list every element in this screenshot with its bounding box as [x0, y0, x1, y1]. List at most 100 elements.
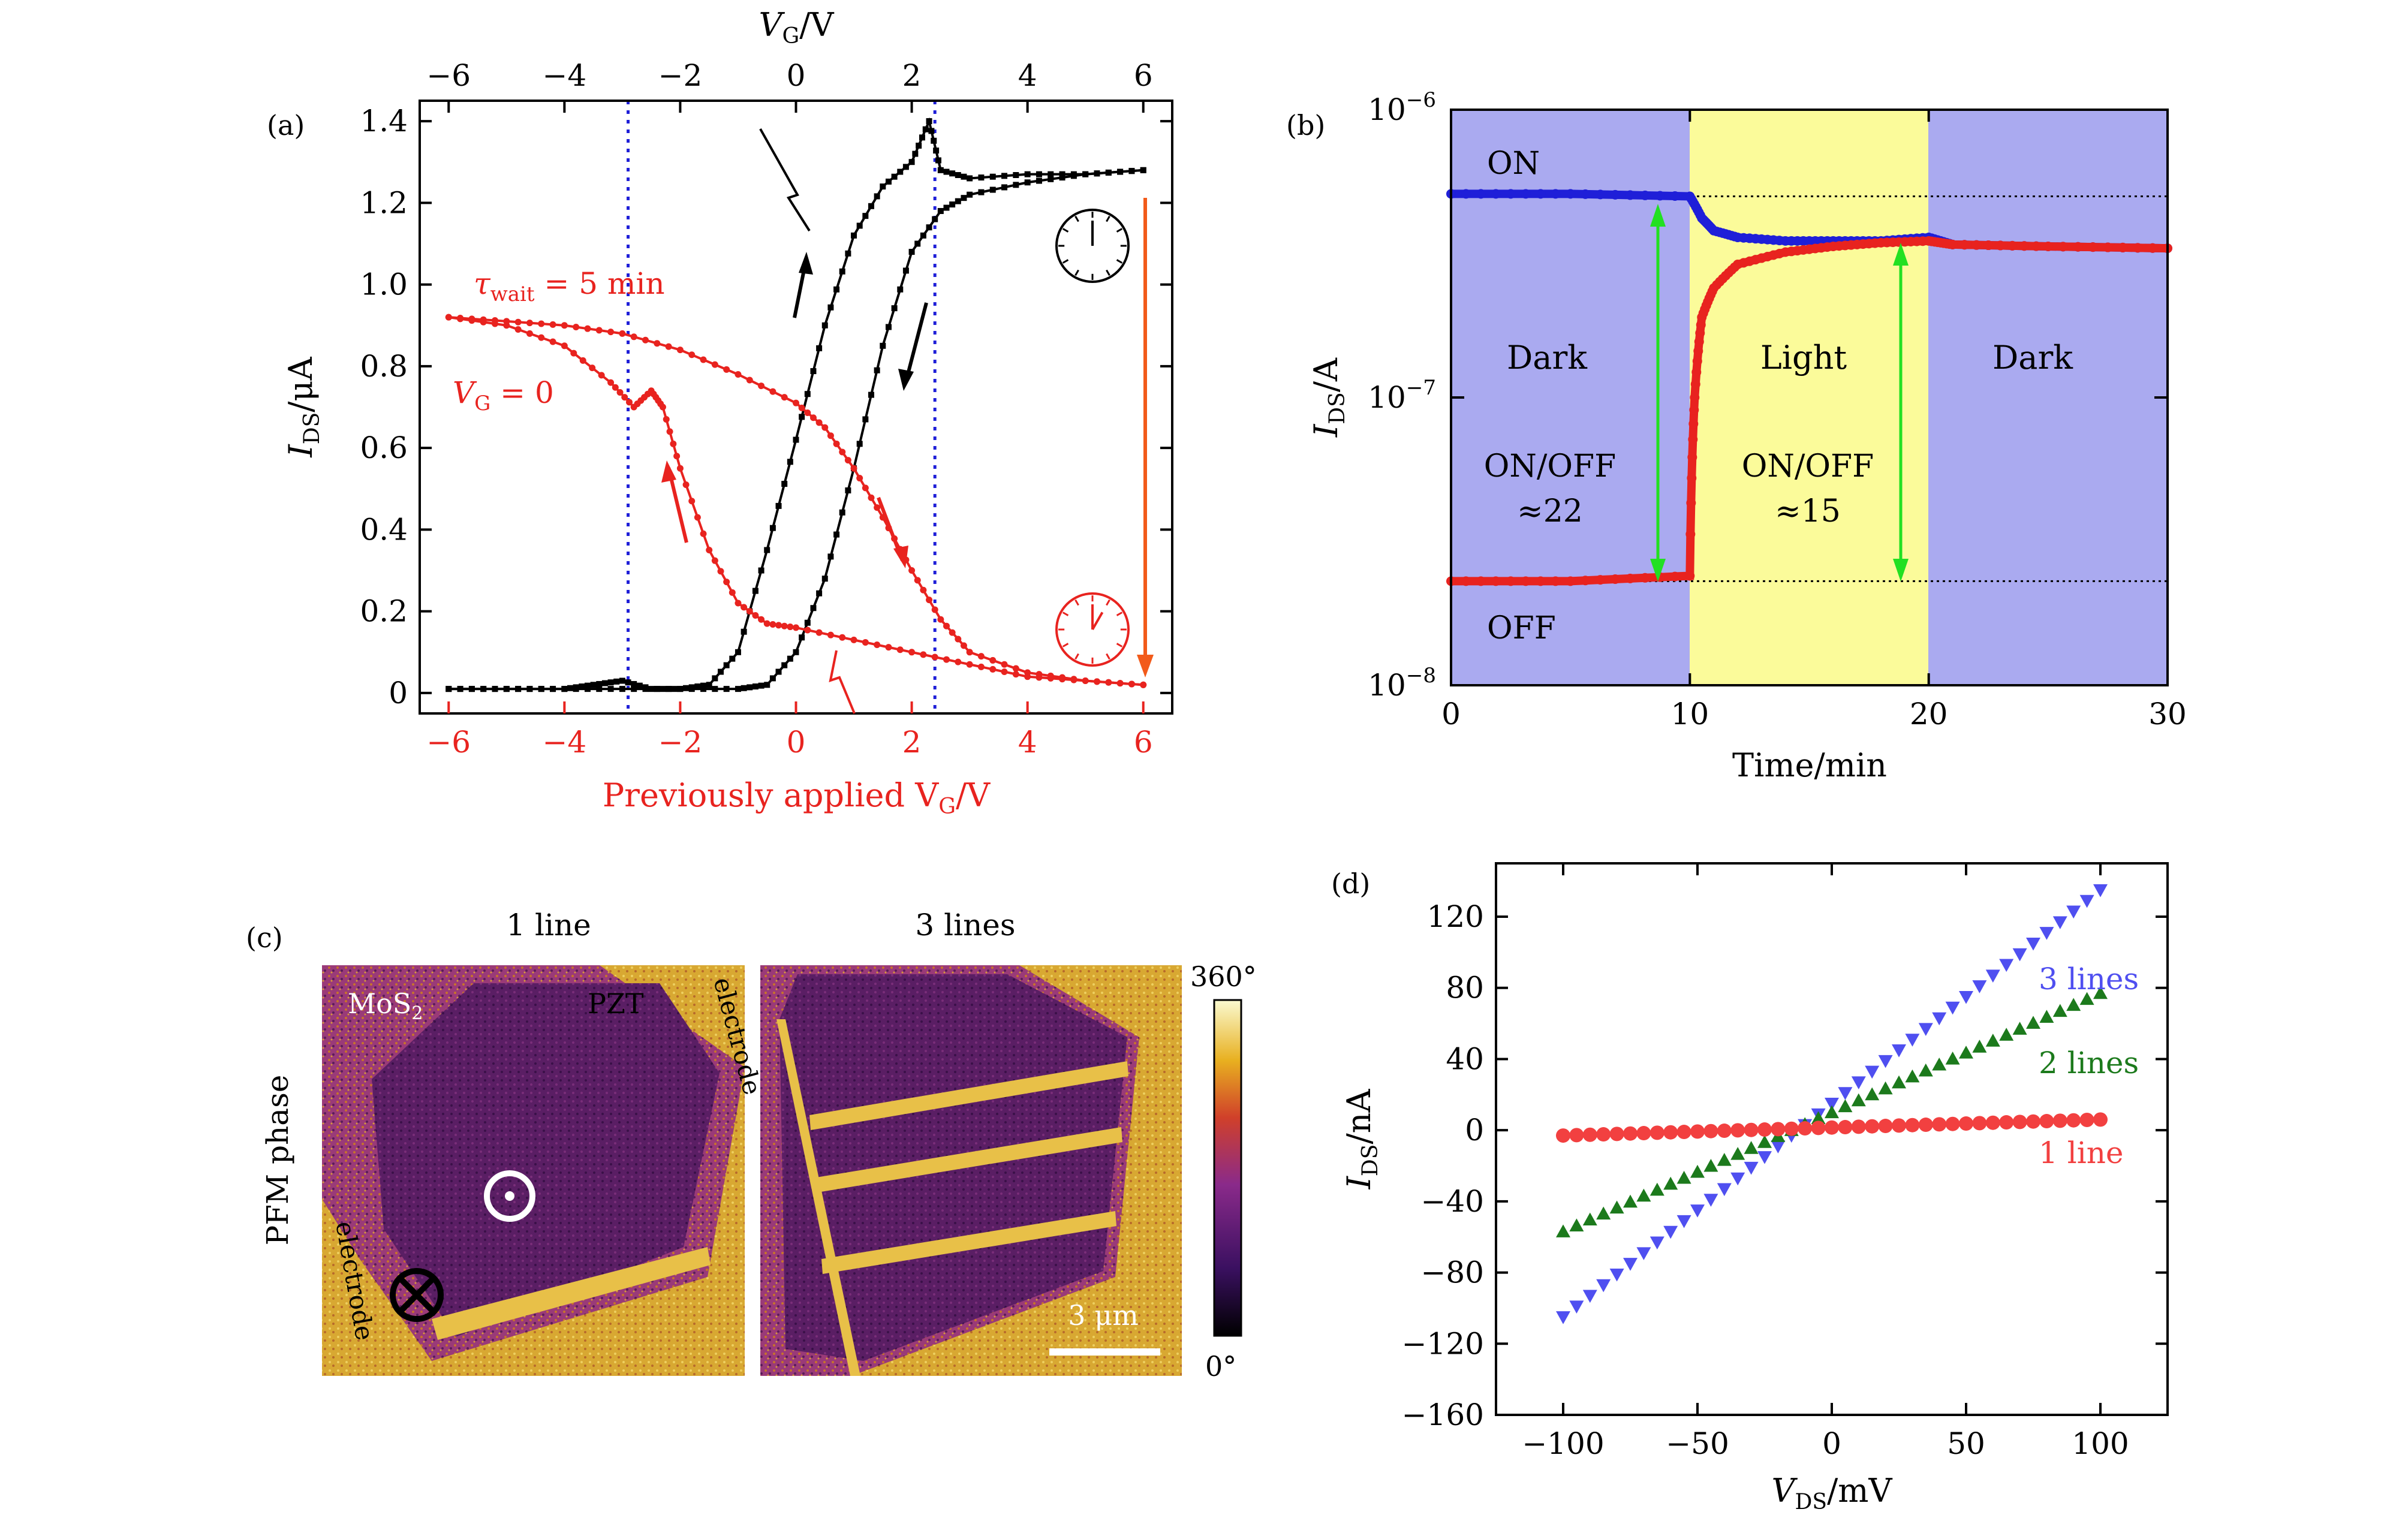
- data-point: [989, 665, 997, 673]
- data-point: [845, 487, 851, 493]
- data-point: [579, 683, 585, 690]
- data-point: [457, 686, 463, 692]
- lightning-red: [829, 650, 856, 714]
- marker-triangle-down: [1744, 1161, 1759, 1175]
- marker-triangle-up: [1609, 1200, 1624, 1214]
- panel-a-label: (a): [267, 109, 305, 141]
- marker-triangle-down: [1892, 1044, 1906, 1058]
- data-point: [1476, 189, 1486, 199]
- clock-tick: [1062, 259, 1069, 264]
- marker-circle: [1771, 1122, 1786, 1137]
- data-point: [862, 416, 869, 423]
- panel-c-title-right: 3 lines: [915, 908, 1015, 942]
- data-point: [503, 322, 510, 329]
- marker-triangle-up: [1556, 1224, 1570, 1237]
- data-point: [596, 686, 603, 692]
- data-point: [1476, 576, 1486, 586]
- data-point: [1536, 189, 1546, 199]
- data-point: [1506, 189, 1516, 199]
- marker-circle: [1730, 1123, 1745, 1138]
- data-point: [712, 675, 718, 682]
- marker-circle: [1650, 1125, 1664, 1140]
- data-point: [775, 668, 782, 675]
- marker-circle: [1838, 1120, 1853, 1135]
- data-point: [810, 368, 817, 375]
- data-point: [897, 168, 904, 175]
- data-point: [654, 686, 660, 692]
- data-point: [1581, 576, 1591, 586]
- data-point: [1688, 434, 1698, 444]
- on-label: ON: [1487, 146, 1540, 182]
- clock-tick: [1074, 215, 1079, 222]
- data-point: [810, 605, 817, 612]
- marker-circle: [1918, 1118, 1933, 1133]
- x-tick-label-bottom: 2: [902, 725, 922, 760]
- data-point: [989, 186, 996, 193]
- marker-triangle-down: [1717, 1183, 1732, 1197]
- clock-tick: [1116, 612, 1123, 616]
- panel-c-label: (c): [246, 921, 283, 954]
- data-point: [573, 323, 580, 330]
- written-line: [432, 1247, 711, 1340]
- data-point: [787, 624, 794, 631]
- data-point: [931, 606, 938, 613]
- marker-triangle-down: [1932, 1012, 1947, 1026]
- data-point: [1024, 673, 1031, 680]
- data-point: [919, 134, 925, 141]
- marker-triangle-down: [2052, 916, 2067, 929]
- data-point: [868, 391, 874, 398]
- y-tick-label: 1.2: [360, 185, 408, 220]
- marker-triangle-up: [1865, 1087, 1880, 1101]
- data-point: [1140, 681, 1147, 688]
- data-point: [1059, 174, 1065, 181]
- data-point: [769, 388, 776, 395]
- ratio2-arrowhead-top: [1893, 243, 1909, 266]
- x-tick-label-bottom: −2: [658, 725, 703, 760]
- ratio2-arrowhead-bottom: [1893, 559, 1909, 582]
- data-point: [937, 167, 944, 173]
- data-point: [769, 675, 776, 682]
- data-point: [1128, 168, 1135, 174]
- data-point: [468, 317, 475, 324]
- data-point: [1506, 576, 1516, 586]
- clock-icon-red: [1055, 592, 1130, 667]
- data-point: [769, 621, 776, 628]
- data-point: [1140, 167, 1146, 173]
- data-point: [613, 678, 620, 685]
- data-point: [885, 644, 892, 651]
- tau-wait-label: τwait = 5 min: [474, 266, 665, 306]
- data-point: [642, 336, 649, 344]
- data-point: [688, 351, 696, 359]
- data-point: [856, 475, 863, 482]
- data-point: [590, 682, 597, 688]
- data-point: [596, 680, 603, 687]
- ratio1-arrowhead-bottom: [1650, 559, 1666, 582]
- data-point: [1036, 177, 1042, 184]
- data-point: [989, 656, 997, 664]
- data-point: [752, 588, 758, 594]
- marker-triangle-down: [1757, 1151, 1772, 1164]
- y-tick-label: 0: [389, 676, 408, 710]
- data-point: [1001, 173, 1008, 179]
- x-tick-label-top: −2: [658, 58, 703, 93]
- data-point: [735, 649, 741, 655]
- data-point: [526, 686, 533, 692]
- marker-triangle-up: [1650, 1182, 1664, 1196]
- data-point: [1690, 393, 1700, 402]
- data-point: [967, 175, 973, 182]
- marker-triangle-down: [1838, 1087, 1853, 1100]
- data-point: [1001, 184, 1008, 191]
- marker-triangle-up: [2052, 1004, 2067, 1017]
- clock-tick: [1074, 269, 1079, 276]
- data-point: [928, 128, 935, 134]
- vg-zero-label: VG = 0: [453, 375, 554, 415]
- data-point: [874, 641, 881, 649]
- marker-circle: [1784, 1121, 1799, 1136]
- data-point: [943, 168, 950, 175]
- legend-3-lines: 3 lines: [2039, 962, 2139, 996]
- data-point: [908, 567, 916, 574]
- data-point: [758, 567, 764, 574]
- data-point: [902, 164, 909, 170]
- marker-triangle-up: [1703, 1158, 1718, 1172]
- marker-triangle-down: [1703, 1194, 1718, 1207]
